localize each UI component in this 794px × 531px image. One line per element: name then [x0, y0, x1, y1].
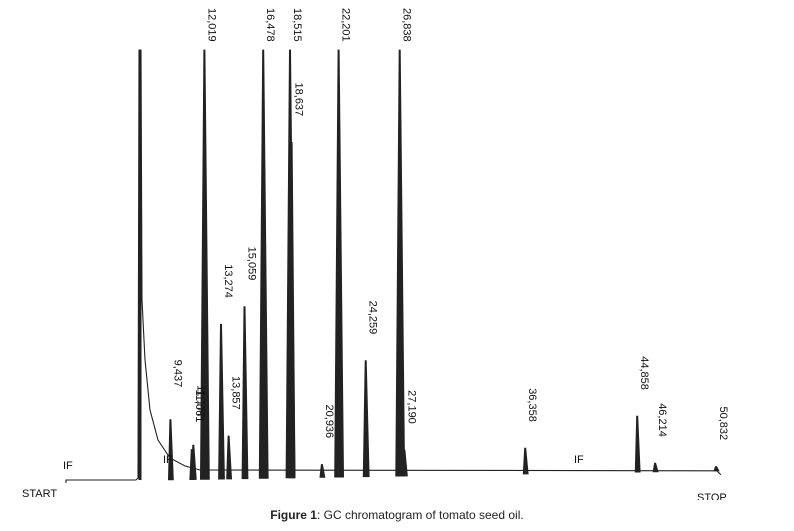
peak-46-214: [652, 462, 659, 473]
peak-label-18-515: 18,515: [291, 8, 303, 42]
peak-label-13-857: 13,857: [230, 376, 242, 410]
start-label: START: [22, 488, 57, 500]
baseline-trace: [65, 49, 722, 483]
peak-11-177: [190, 444, 197, 480]
caption-text: : GC chromatogram of tomato seed oil.: [316, 508, 524, 522]
figure-caption: Figure 1: GC chromatogram of tomato seed…: [0, 508, 794, 522]
peak-44-858: [634, 415, 641, 473]
peak-label-15-059: 15,059: [246, 247, 258, 281]
peak-label-24-259: 24,259: [367, 301, 379, 335]
solvent-peak: [138, 50, 142, 480]
peak-label-16-478: 16,478: [264, 8, 276, 42]
peak-13-274: [218, 323, 225, 480]
peak-label-46-214: 46,214: [656, 403, 668, 437]
peak-24-259: [362, 360, 370, 478]
if-marker-3: IF: [574, 454, 584, 466]
peak-13-857: [226, 435, 233, 480]
peak-label-11-177: 11,177: [194, 385, 206, 418]
peak-label-44-858: 44,858: [638, 356, 650, 390]
peak-label-12-019: 12,019: [205, 8, 217, 42]
stop-label: STOP: [697, 492, 727, 500]
peak-label-18-637: 18,637: [293, 83, 305, 117]
peak-20-936: [319, 464, 326, 478]
peak-16-478: [258, 49, 269, 479]
peak-label-26-838: 26,838: [401, 8, 413, 42]
peak-26-838: [395, 49, 406, 477]
peak-layer: [167, 49, 720, 481]
peak-label-27-190: 27,190: [405, 390, 417, 424]
peak-label-20-936: 20,936: [323, 405, 335, 439]
peak-9-437: [167, 419, 174, 481]
peak-50-832: [713, 466, 720, 472]
peak-27-190: [401, 449, 408, 477]
peak-label-50-832: 50,832: [717, 406, 729, 440]
peak-label-36-358: 36,358: [526, 388, 538, 422]
peak-12-019: [199, 49, 210, 480]
peak-label-11-061: 11,061: [193, 389, 205, 422]
peak-22-201: [334, 49, 345, 478]
trace-layer: [65, 49, 722, 483]
peak-18-637: [288, 142, 296, 479]
peak-15-059: [241, 306, 249, 480]
caption-prefix: Figure 1: [270, 508, 317, 522]
chromatogram-chart: 9,437 11,061 11,177 12,019 13,274 13,857 15,05…: [22, 8, 729, 500]
if-marker-2: IF: [163, 454, 173, 466]
peak-label-13-274: 13,274: [222, 264, 234, 298]
if-marker-1: IF: [63, 460, 73, 472]
peak-label-9-437: 9,437: [171, 360, 183, 388]
peak-36-358: [522, 447, 529, 475]
peak-label-22-201: 22,201: [340, 8, 352, 42]
